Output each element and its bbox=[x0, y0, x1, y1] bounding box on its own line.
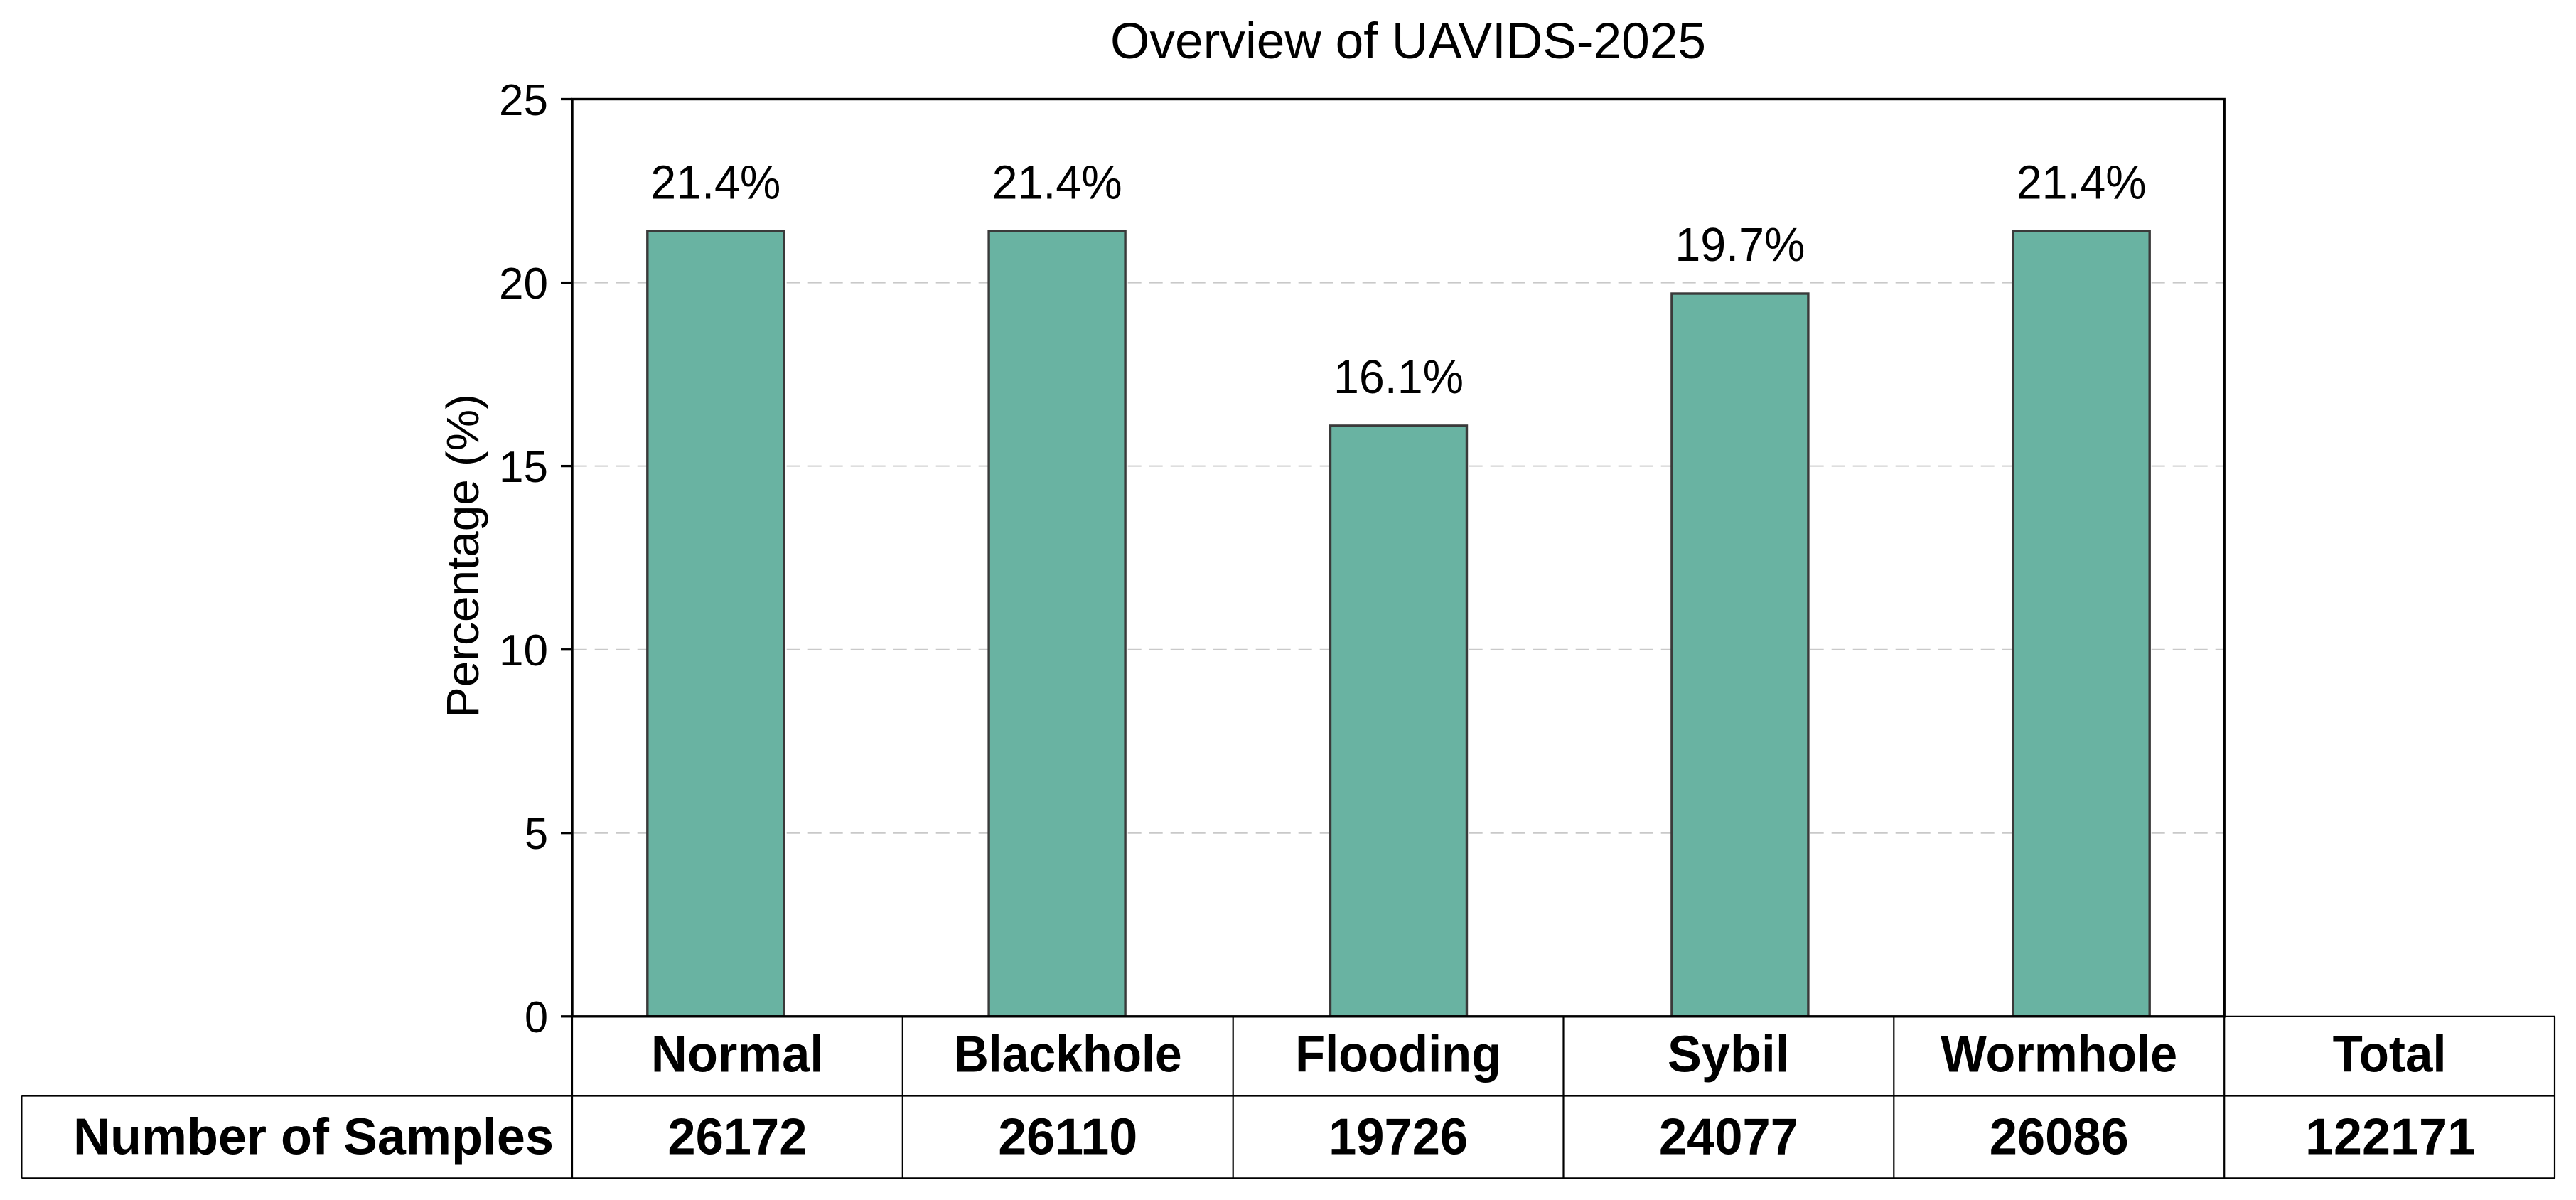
svg-text:19.7%: 19.7% bbox=[1675, 218, 1805, 272]
svg-text:15: 15 bbox=[499, 442, 548, 492]
svg-text:Overview of UAVIDS-2025: Overview of UAVIDS-2025 bbox=[1110, 13, 1706, 70]
svg-text:Sybil: Sybil bbox=[1668, 1027, 1790, 1083]
svg-text:Wormhole: Wormhole bbox=[1941, 1027, 2177, 1083]
svg-text:Flooding: Flooding bbox=[1295, 1027, 1501, 1083]
svg-text:26110: 26110 bbox=[998, 1109, 1137, 1166]
svg-text:5: 5 bbox=[525, 809, 548, 859]
svg-text:Number of Samples: Number of Samples bbox=[73, 1109, 554, 1166]
svg-text:26172: 26172 bbox=[667, 1109, 807, 1166]
svg-text:Total: Total bbox=[2333, 1027, 2447, 1083]
svg-text:Blackhole: Blackhole bbox=[954, 1027, 1182, 1083]
svg-text:10: 10 bbox=[499, 626, 548, 675]
svg-text:24077: 24077 bbox=[1659, 1109, 1798, 1166]
svg-text:21.4%: 21.4% bbox=[650, 156, 780, 209]
svg-text:25: 25 bbox=[499, 75, 548, 125]
svg-text:26086: 26086 bbox=[1990, 1109, 2129, 1166]
svg-text:21.4%: 21.4% bbox=[2017, 156, 2147, 209]
svg-text:20: 20 bbox=[499, 259, 548, 309]
svg-text:0: 0 bbox=[525, 992, 548, 1042]
svg-text:16.1%: 16.1% bbox=[1333, 350, 1464, 404]
svg-text:19726: 19726 bbox=[1329, 1109, 1468, 1166]
svg-text:122171: 122171 bbox=[2305, 1109, 2476, 1166]
svg-text:Percentage (%): Percentage (%) bbox=[437, 394, 488, 718]
svg-text:21.4%: 21.4% bbox=[992, 156, 1122, 209]
svg-text:Normal: Normal bbox=[651, 1027, 824, 1083]
